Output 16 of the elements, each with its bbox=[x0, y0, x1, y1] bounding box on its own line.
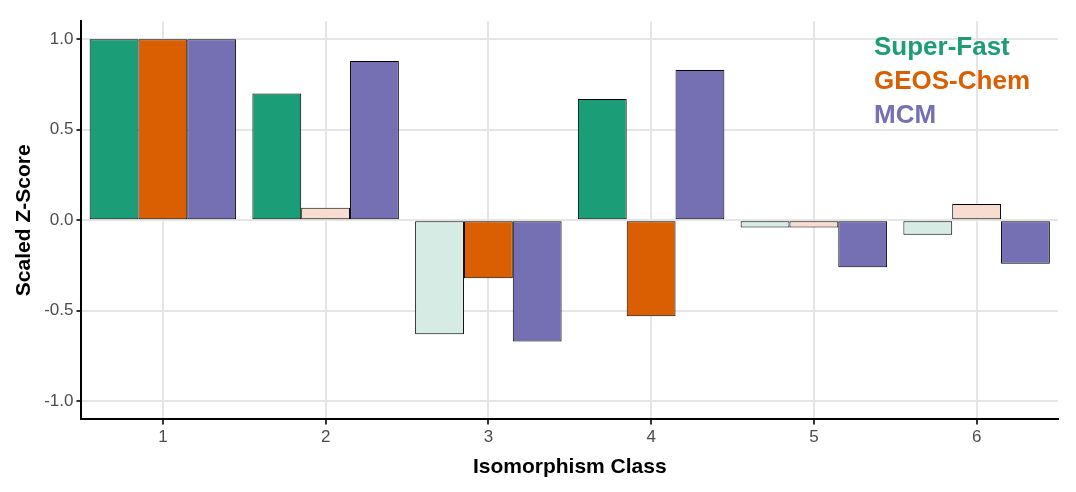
x-tick-label: 2 bbox=[320, 427, 331, 447]
x-axis-title: Isomorphism Class bbox=[472, 454, 667, 478]
y-tick-label: 0.5 bbox=[49, 119, 74, 139]
text: GEOS-Chem bbox=[873, 65, 1031, 96]
y-tick-label: 1.0 bbox=[49, 28, 74, 48]
y-tick-label: -0.5 bbox=[44, 300, 74, 320]
x-tick-label: 6 bbox=[971, 427, 982, 447]
x-tick-label: 4 bbox=[646, 427, 656, 447]
x-tick-label: 5 bbox=[809, 427, 819, 447]
x-tick-label: 1 bbox=[158, 427, 168, 447]
x-tick-label: 3 bbox=[483, 427, 494, 447]
y-tick-label: -1.0 bbox=[44, 390, 74, 410]
y-axis-title: Scaled Z-Score bbox=[11, 144, 35, 297]
text: Super-Fast bbox=[873, 31, 1011, 62]
text: MCM bbox=[873, 99, 937, 130]
y-tick-label: 0.0 bbox=[49, 209, 74, 229]
